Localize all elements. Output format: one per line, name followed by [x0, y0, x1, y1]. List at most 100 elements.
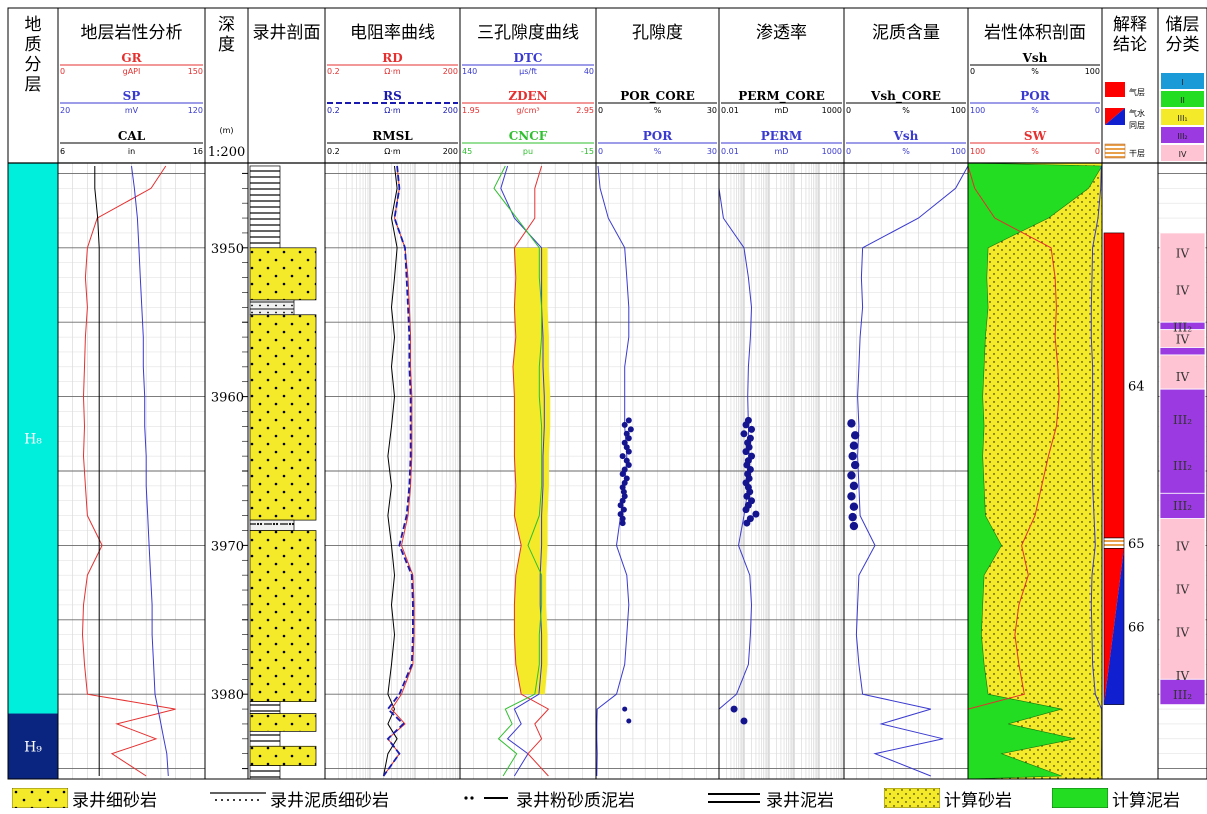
curve-min: 45 — [462, 147, 472, 156]
calc-sand-swatch — [884, 788, 940, 808]
core-interval — [249, 165, 281, 249]
vsh-core-point — [850, 460, 860, 470]
depth-scale: 1:200 — [208, 145, 245, 160]
por-core-point — [623, 475, 630, 482]
curve-min: 6 — [60, 147, 65, 156]
class-swatch-label: I — [1181, 78, 1183, 87]
class-label: III₂ — [1173, 413, 1192, 427]
por-core-point — [622, 706, 628, 712]
curve-max: 200 — [443, 147, 458, 156]
curve-max: -15 — [581, 147, 594, 156]
class-label: III₂ — [1173, 688, 1192, 702]
curve-unit: mD — [775, 147, 789, 156]
por-core-point — [621, 439, 628, 446]
class-label: III₂ — [1173, 459, 1192, 473]
por-core-point — [625, 448, 632, 455]
track-title: 渗透率 — [756, 23, 807, 43]
vsh-core-point — [847, 492, 856, 501]
core-interval — [249, 247, 317, 301]
por-core-point — [625, 435, 632, 442]
track-title: 层 — [25, 75, 42, 95]
por-core-point — [621, 466, 628, 473]
curve-unit: mV — [125, 106, 139, 115]
por-core-point — [619, 497, 626, 504]
curve-name: RMSL — [372, 129, 413, 143]
curve-name: CNCF — [509, 129, 548, 143]
track-title: 泥质含量 — [872, 23, 940, 43]
interp-label: 66 — [1128, 620, 1145, 635]
curve-unit: Ω·m — [384, 67, 401, 76]
class-swatch — [1161, 145, 1204, 161]
curve-name: SW — [1024, 129, 1047, 143]
core-interval — [249, 745, 317, 766]
interp-gas-water — [1104, 548, 1124, 705]
curve-min: 0 — [60, 67, 65, 76]
curve-name: RD — [382, 51, 402, 65]
track-frame — [324, 7, 461, 780]
curve-name: PERM — [761, 129, 802, 143]
track-frame — [1157, 7, 1207, 780]
track-title: 地层岩性分析 — [81, 23, 183, 43]
curve-min: 0.01 — [721, 147, 739, 156]
curve-unit: g/cm³ — [516, 106, 539, 115]
calc-shale-area — [967, 162, 1103, 780]
rd-curve — [383, 165, 415, 777]
calc-shale-swatch — [1052, 788, 1108, 808]
class-label: IV — [1176, 626, 1190, 640]
class-label: III₂ — [1173, 499, 1192, 513]
class-band — [1159, 492, 1206, 520]
por-core-point — [617, 502, 624, 509]
curve-name: POR_CORE — [620, 89, 695, 104]
por-core-point — [620, 488, 627, 495]
curve-max: 200 — [443, 67, 458, 76]
curve-name: DTC — [514, 51, 543, 65]
legend-label: 录井泥质细砂岩 — [270, 790, 389, 811]
interp-gas-water — [1104, 548, 1124, 705]
class-band — [1159, 232, 1206, 323]
track-title: 电阻率曲线 — [350, 23, 435, 43]
dry-label: 干层 — [1129, 149, 1145, 158]
vsh-core-point — [849, 502, 859, 511]
curve-min: 0 — [598, 106, 603, 115]
track-title: 分 — [25, 55, 42, 75]
legend-label: 计算泥岩 — [1112, 790, 1180, 811]
class-band — [1159, 388, 1206, 494]
zden-curve — [512, 165, 550, 777]
vsh-core-point — [847, 471, 856, 480]
curve-max: 100 — [1085, 67, 1100, 76]
por-core-point — [621, 479, 628, 486]
curve-unit: % — [902, 147, 910, 156]
curve-max: 30 — [707, 147, 717, 156]
curve-unit: % — [1031, 147, 1039, 156]
class-label: IV — [1176, 370, 1190, 384]
perm-core-point — [752, 510, 760, 518]
curve-min: 100 — [970, 147, 985, 156]
class-band — [1159, 518, 1206, 680]
layer-band — [8, 713, 58, 779]
vsh-core-point — [850, 431, 860, 440]
legend-fine-sandstone: 录井细砂岩 — [12, 786, 157, 811]
legend-label: 录井泥岩 — [766, 790, 834, 811]
class-label: IV — [1176, 246, 1190, 260]
vsh-core-point — [849, 441, 859, 450]
perm-core-point — [740, 717, 748, 725]
depth-tick: 3950 — [211, 242, 244, 257]
core-interval — [249, 701, 281, 714]
por-core-point — [627, 426, 634, 433]
rs-curve — [382, 165, 414, 777]
sandy-mudstone-swatch — [456, 788, 512, 808]
class-band — [1159, 678, 1206, 706]
gas-label: 气层 — [1129, 87, 1145, 97]
curve-name: PERM_CORE — [738, 89, 825, 104]
interp-label: 64 — [1128, 379, 1145, 394]
perm-core-point — [748, 425, 756, 433]
legend-label: 计算砂岩 — [944, 790, 1012, 811]
track-title: 三孔隙度曲线 — [477, 23, 579, 43]
class-label: IV — [1176, 583, 1190, 597]
por-core-point — [619, 453, 626, 460]
curve-unit: in — [128, 147, 135, 156]
track-title: 结论 — [1113, 35, 1147, 55]
perm-core-point — [743, 492, 751, 500]
curve-max: 120 — [188, 106, 203, 115]
layer-label: H₉ — [24, 739, 42, 755]
